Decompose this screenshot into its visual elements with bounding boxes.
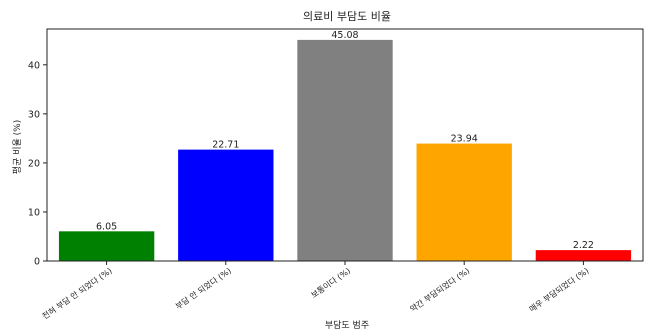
bar: [178, 149, 274, 261]
bar: [58, 231, 155, 261]
x-tick-label: 약간 부담되었다 (%): [408, 265, 471, 314]
axes-frame: [46, 28, 644, 262]
bar-value-label: 23.94: [451, 134, 478, 145]
y-tick-label: 10: [28, 207, 40, 218]
x-tick-label: 부담 안 되었다 (%): [173, 265, 233, 311]
y-tick-label: 30: [28, 109, 40, 120]
plot-area: 0 10 20 30 40 6.05 전혀 부담 안 되었다 (%) 22.71 부담 안 되었…: [28, 28, 644, 321]
bar: [535, 250, 632, 261]
y-tick-label: 20: [28, 158, 40, 169]
bar-value-label: 2.22: [573, 240, 594, 251]
bar-value-label: 6.05: [96, 221, 117, 232]
y-tick-label: 0: [34, 257, 40, 268]
x-tick-label: 매우 부담되었다 (%): [527, 265, 590, 314]
bar-value-label: 45.08: [331, 30, 358, 41]
bar-value-label: 22.71: [212, 140, 239, 151]
chart-title: 의료비 부담도 비율: [303, 10, 391, 23]
y-tick-label: 40: [28, 60, 40, 71]
bar: [416, 143, 512, 261]
bar: [297, 39, 393, 261]
x-tick-label: 보통이다 (%): [309, 265, 352, 299]
x-axis-label: 부담도 범주: [325, 319, 369, 331]
y-axis-label: 평균 비율 (%): [12, 120, 23, 174]
x-tick-label: 전혀 부담 안 되었다 (%): [40, 265, 114, 321]
